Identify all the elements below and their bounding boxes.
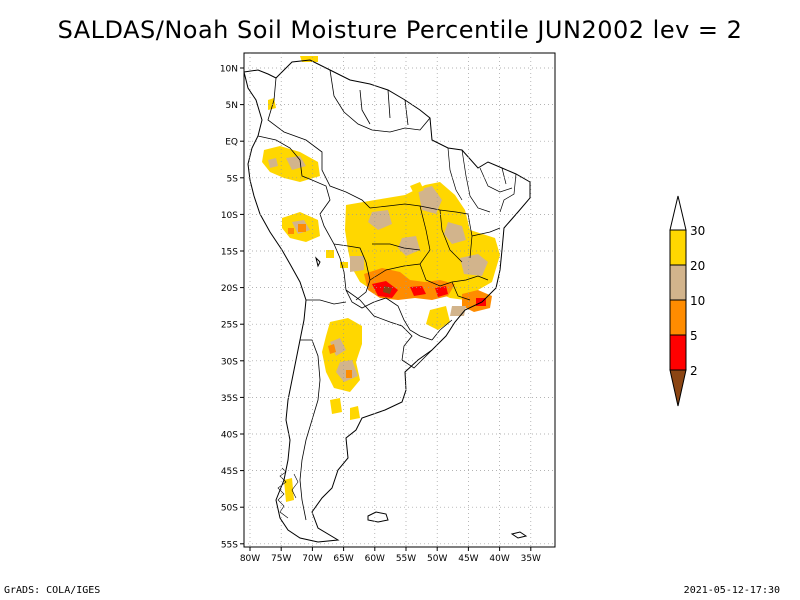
colorbar-seg-5-10 [669,299,687,336]
lat-label: 20S [221,284,238,294]
shaded-areas [262,56,500,502]
falkland-islands [367,511,389,523]
shade-ms-brown [383,286,392,294]
south-georgia [510,531,528,539]
chart-title: SALDAS/Noah Soil Moisture Percentile JUN… [57,16,743,44]
longitude-axis: 80W 75W 70W 65W 60W 55W 50W 45W 40W 35W [240,547,541,564]
country-borders [257,69,453,521]
footer-timestamp: 2021-05-12-17:30 [683,585,780,596]
footer-credit: GrADS: COLA/IGES [4,585,101,596]
map-frame [243,52,556,548]
shade-argentina-orange [328,344,352,378]
lon-label: 45W [458,554,478,564]
latitude-axis: 10N 5N EQ 5S 10S 15S 20S 25S 30S 35S 40S 45S 50S 55S [220,65,244,550]
lat-label: 45S [221,467,238,477]
lat-label: 10N [220,65,238,75]
lat-label: 40S [221,431,238,441]
lat-label: 50S [221,504,238,514]
shade-peru-orange [288,224,306,234]
colorbar-label-30: 30 [690,224,705,238]
lat-label: 15S [221,248,238,258]
lon-label: 80W [240,554,260,564]
lake-titicaca [315,256,321,268]
map-panel: 10N5NEQ5S10S15S20S25S30S35S40S45S50S55S … [220,52,556,564]
lat-label: 35S [221,394,238,404]
lat-label: 5S [227,174,239,184]
shade-north-tan [268,156,306,170]
lon-label: 35W [521,554,541,564]
shade-ms-red [372,281,448,298]
lat-label: EQ [225,138,238,148]
brazil-state-borders [369,147,517,301]
shade-chile-yellow [284,478,294,502]
lon-label: 60W [365,554,385,564]
colorbar-seg-10-20 [669,264,687,301]
lon-label: 50W [427,554,447,564]
lon-label: 40W [489,554,509,564]
colorbar-label-5: 5 [690,329,698,343]
colorbar-seg-20-30 [669,229,687,266]
shade-argentina-south [330,398,360,420]
shade-south-brazil-yellow [426,306,450,330]
shade-peru-small [326,250,348,268]
colorbar: 30 20 10 5 2 [669,195,705,407]
colorbar-label-20: 20 [690,259,705,273]
lat-label: 30S [221,357,238,367]
colorbar-label-10: 10 [690,294,705,308]
gridlines [244,53,555,547]
lat-label: 10S [221,211,238,221]
lon-label: 75W [271,554,291,564]
lat-label: 5N [226,101,238,111]
chile-fjords [277,467,299,519]
colorbar-seg-2-5 [669,334,687,371]
colorbar-bottom-arrow [669,369,687,407]
lon-label: 70W [302,554,322,564]
shade-argentina-yellow [322,318,362,392]
lat-label: 55S [221,540,238,550]
colorbar-label-2: 2 [690,364,698,378]
coastlines [244,59,531,543]
south-america-coastline [244,59,531,543]
lat-label: 25S [221,321,238,331]
colorbar-top-arrow [669,195,687,231]
shade-central-brazil-tan [350,186,488,276]
lon-label: 65W [333,554,353,564]
lon-label: 55W [396,554,416,564]
